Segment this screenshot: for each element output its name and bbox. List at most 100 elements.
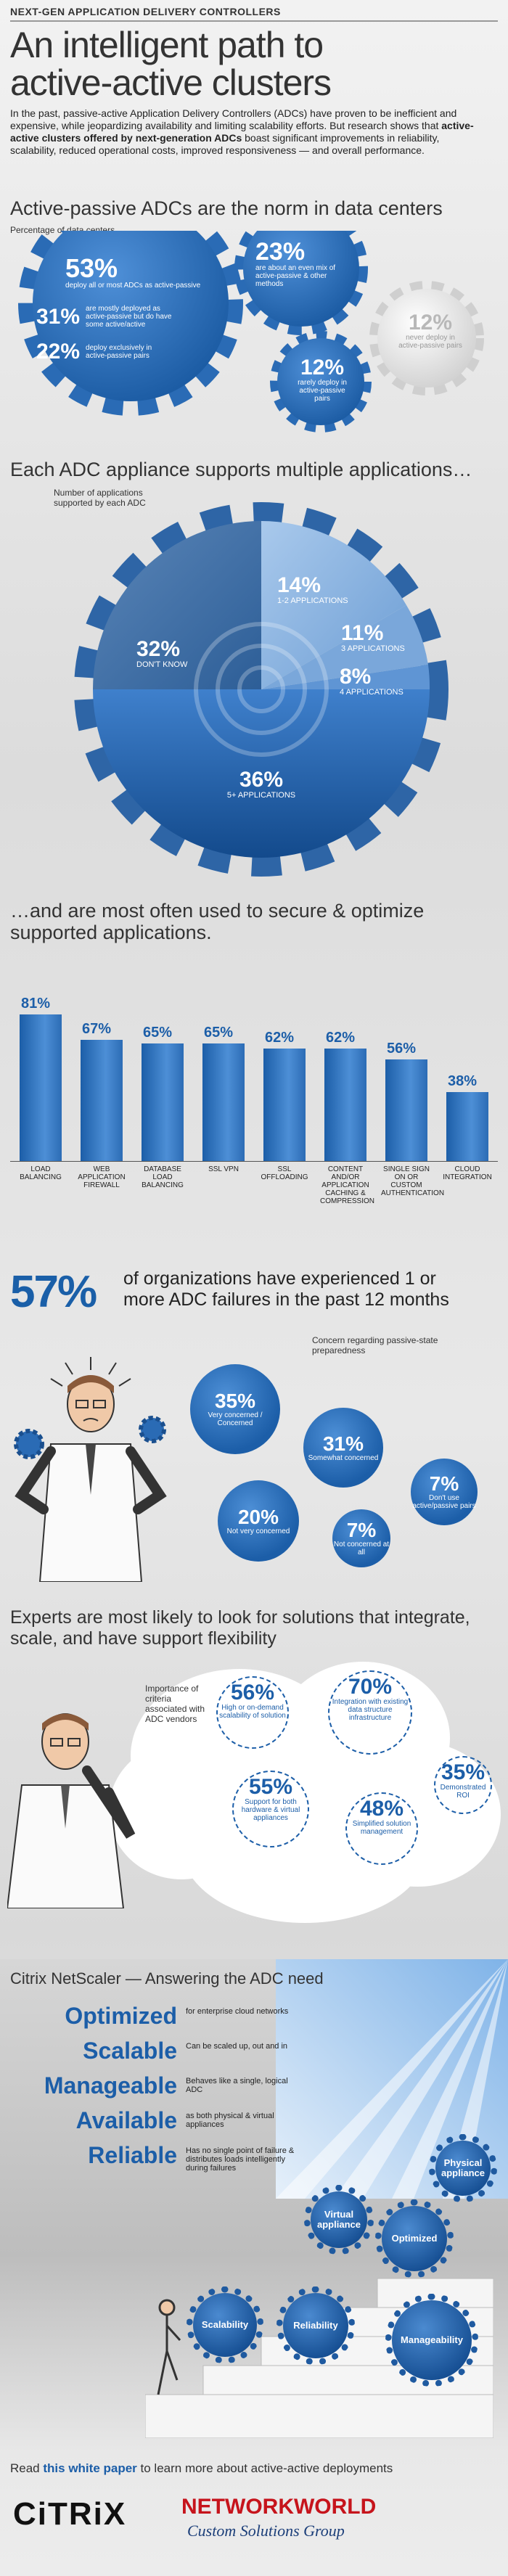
citrix-logo: CiTRiX <box>13 2496 127 2532</box>
feature-scalable: Scalable Can be scaled up, out and in <box>10 2038 295 2064</box>
gear-reliability: Reliability <box>276 2286 355 2365</box>
slice-8-value: 8% <box>340 665 372 689</box>
concern-20-value: 20% <box>237 1505 279 1528</box>
slice-14-value: 14% <box>277 573 321 597</box>
feature-optimized: Optimized for enterprise cloud networks <box>10 2003 295 2029</box>
stat-23: 23% are about an even mix of active-pass… <box>255 239 343 288</box>
feature-scalable-word: Scalable <box>83 2038 177 2064</box>
stat-12-rarely-value: 12% <box>300 356 345 380</box>
slice-8-text: 4 APPLICATIONS <box>340 688 403 697</box>
slice-label-11: 11% 3 APPLICATIONS <box>341 623 405 654</box>
slice-label-14: 14% 1-2 APPLICATIONS <box>277 573 348 606</box>
concern-7-not-value: 7% <box>346 1519 377 1541</box>
stat-53-text: deploy all or most ADCs as active-passiv… <box>65 282 201 290</box>
concern-35-text: Very concerned / Concerned <box>208 1411 263 1427</box>
criteria-56-text: High or on-demand scalability of solutio… <box>219 1704 286 1720</box>
concern-cog-20: 20% Not very concerned <box>209 1472 308 1570</box>
bar-category-label-8: CLOUD INTEGRATION <box>443 1165 492 1181</box>
feature-available: Available as both physical & virtual app… <box>10 2107 295 2133</box>
section3-title: …and are most often used to secure & opt… <box>10 900 424 943</box>
failure-text-line-2: more ADC failures in the past 12 months <box>123 1289 449 1310</box>
stat-53: 53% deploy all or most ADCs as active-pa… <box>65 255 203 290</box>
bar-value-label-4: 65% <box>204 1024 234 1041</box>
slice-4-apps <box>261 665 430 689</box>
bar-category-label-4: SSL VPN <box>208 1165 239 1173</box>
feature-reliable-text: Has no single point of failure & distrib… <box>186 2146 295 2173</box>
bar-value-label-8: 38% <box>448 1073 478 1089</box>
title-line-1: An intelligent path to <box>10 25 324 65</box>
feature-manageable-word: Manageable <box>44 2072 177 2099</box>
feature-reliable: Reliable Has no single point of failure … <box>10 2142 309 2173</box>
stat-23-value: 23% <box>255 238 306 266</box>
bar-category-label-6: CONTENT AND/OR APPLICATION CACHING & COM… <box>320 1165 375 1205</box>
stat-12-rarely: 12% rarely deploy in active-passive pair… <box>293 357 351 403</box>
bar-chart-baseline <box>10 1161 498 1162</box>
section2-title: Each ADC appliance supports multiple app… <box>10 459 472 480</box>
gear-53 <box>18 231 243 416</box>
bar-category-label-7: SINGLE SIGN ON OR CUSTOM AUTHENTICATION <box>381 1165 445 1197</box>
section4-label: Concern regarding passive-state prepared… <box>312 1335 438 1355</box>
feature-available-text: as both physical & virtual appliances <box>186 2112 274 2129</box>
bar-value-label-3: 65% <box>143 1024 173 1041</box>
stat-12-never-value: 12% <box>408 311 453 335</box>
criteria-35-text: Demonstrated ROI <box>440 1784 486 1800</box>
feature-scalable-text: Can be scaled up, out and in <box>186 2042 288 2051</box>
criteria-35-value: 35% <box>441 1760 486 1784</box>
stat-12-never-text: never deploy in active-passive pairs <box>398 334 462 350</box>
stat-31-text: are mostly deployed as active-passive bu… <box>86 305 172 329</box>
cloud-part <box>109 1742 254 1879</box>
gear-virtual-appliance: Virtual appliance <box>304 2185 374 2255</box>
white-paper-link[interactable]: this white paper <box>43 2461 137 2475</box>
concern-31-text: Somewhat concerned <box>308 1453 379 1462</box>
slice-36-value: 36% <box>239 768 284 792</box>
section5-label: Importance of criteria associated with A… <box>145 1683 205 1724</box>
bar-1 <box>20 1014 62 1161</box>
footer-cta: Read this white paper to learn more abou… <box>10 2461 393 2476</box>
section3-title-line-2: supported applications. <box>10 922 212 943</box>
stat-12-never: 12% never deploy in active-passive pairs <box>398 312 463 350</box>
concern-cog-31: 31% Somewhat concerned <box>295 1399 392 1496</box>
slice-5plus-apps <box>93 689 430 858</box>
bar-category-label-5: SSL OFFLOADING <box>261 1165 308 1181</box>
slice-32-text: DON'T KNOW <box>136 660 188 669</box>
criteria-55: 55% Support for both hardware & virtual … <box>232 1776 309 1823</box>
feature-manageable-text: Behaves like a single, logical ADC <box>186 2077 288 2094</box>
bar-6 <box>324 1049 366 1161</box>
footer-text-before: Read <box>10 2461 44 2475</box>
stat-22: 22% deploy exclusively in active-passive… <box>36 341 173 363</box>
stat-23-text: are about an even mix of active-passive … <box>255 264 336 288</box>
concern-31-value: 31% <box>322 1432 364 1455</box>
failure-headline-text: of organizations have experienced 1 or m… <box>123 1268 449 1310</box>
networkworld-subtitle: Custom Solutions Group <box>187 2522 345 2540</box>
ring-48 <box>345 1792 418 1865</box>
footer-text-after: to learn more about active-active deploy… <box>136 2461 393 2475</box>
intro-paragraph: In the past, passive-active Application … <box>10 107 482 157</box>
section5-title-line-2: scale, and have support flexibility <box>10 1628 276 1649</box>
ring-56 <box>216 1676 289 1749</box>
bar-category-label-3: DATABASE LOAD BALANCING <box>142 1165 184 1189</box>
stat-12-rarely-text: rarely deploy in active-passive pairs <box>298 379 347 403</box>
criteria-48-value: 48% <box>359 1797 404 1821</box>
section2-label: Number of applications supported by each… <box>54 488 146 508</box>
intro-part-1: In the past, passive-active Application … <box>10 107 457 131</box>
concern-7-dont-value: 7% <box>429 1472 459 1495</box>
section3-title-line-1: …and are most often used to secure & opt… <box>10 900 425 922</box>
slice-dont-know <box>93 521 261 689</box>
criteria-48: 48% Simplified solution management <box>345 1797 418 1837</box>
bar-7 <box>385 1059 427 1161</box>
concern-7-not-text: Not concerned at all <box>333 1541 390 1556</box>
criteria-48-text: Simplified solution management <box>352 1820 411 1836</box>
slice-label-36: 36% 5+ APPLICATIONS <box>218 769 305 800</box>
bar-3 <box>142 1043 184 1161</box>
bar-value-label-2: 67% <box>82 1020 112 1037</box>
page-title: An intelligent path to active-active clu… <box>10 26 498 102</box>
bar-8 <box>446 1092 488 1161</box>
intro-bold: active-active clusters offered by next-g… <box>10 120 474 144</box>
failure-text-line-1: of organizations have experienced 1 or <box>123 1268 436 1289</box>
stat-31-value: 31% <box>36 304 81 329</box>
concern-7-dont-text: Don't use active/passive pairs <box>412 1494 476 1510</box>
bar-value-label-7: 56% <box>387 1041 417 1057</box>
feature-manageable: Manageable Behaves like a single, logica… <box>10 2072 295 2099</box>
slice-36-text: 5+ APPLICATIONS <box>226 791 296 800</box>
